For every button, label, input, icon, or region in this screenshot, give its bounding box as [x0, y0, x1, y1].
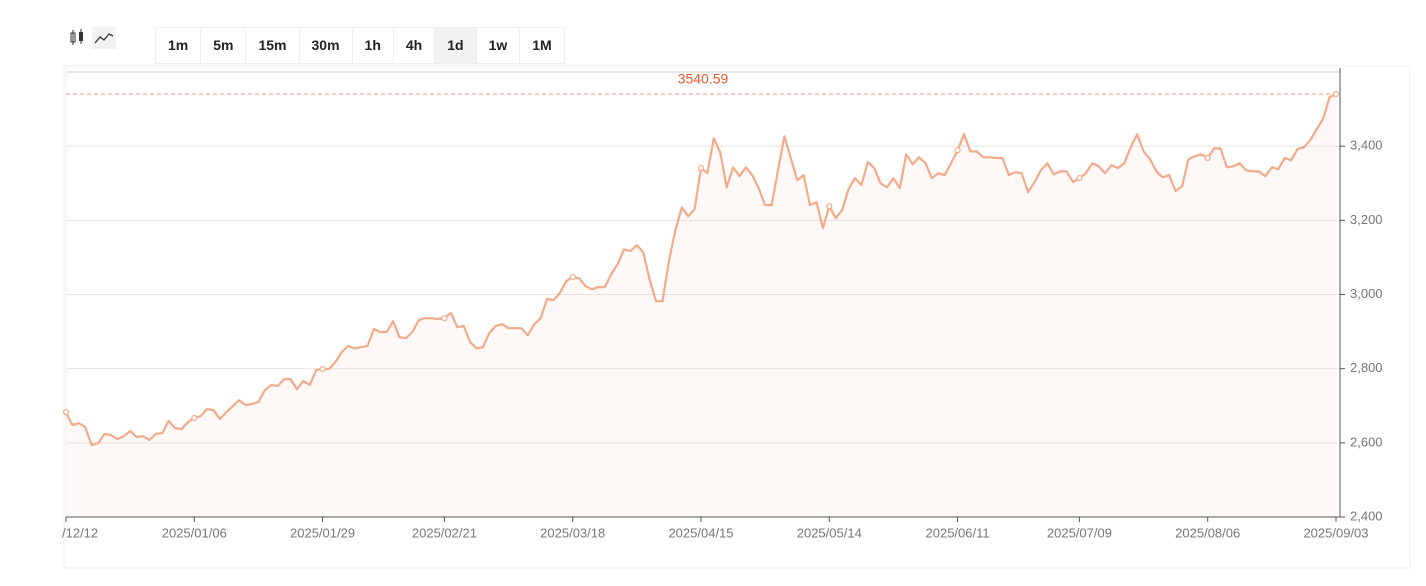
- interval-button[interactable]: 1h: [353, 28, 394, 63]
- point-marker: [319, 365, 326, 373]
- x-tick-label: 2025/02/21: [412, 525, 477, 540]
- y-tick-label: 2,800: [1350, 360, 1383, 375]
- x-tick-label: 2025/01/06: [162, 525, 227, 540]
- x-tick-label: 2025/04/15: [668, 525, 733, 540]
- point-marker: [697, 164, 705, 172]
- chart-type-switch: [66, 27, 116, 49]
- interval-button[interactable]: 5m: [201, 28, 247, 63]
- interval-button[interactable]: 1d: [435, 28, 477, 63]
- y-tick-label: 2,600: [1350, 434, 1383, 449]
- y-tick-label: 3,000: [1350, 286, 1383, 301]
- y-tick-label: 2,400: [1350, 508, 1383, 523]
- area-fill: [66, 94, 1336, 517]
- interval-button[interactable]: 4h: [394, 28, 436, 63]
- x-tick-label: 2025/05/14: [797, 525, 862, 540]
- line-icon[interactable]: [92, 27, 116, 49]
- point-marker: [191, 414, 198, 422]
- interval-toolbar: 1m 5m 15m 30m 1h 4h 1d 1w 1M: [155, 27, 565, 64]
- point-marker: [826, 203, 833, 210]
- interval-button[interactable]: 1m: [156, 28, 202, 63]
- chart-frame: [63, 65, 1411, 569]
- y-tick-label: 3,200: [1350, 212, 1383, 227]
- point-marker: [954, 147, 961, 154]
- point-marker: [1076, 174, 1083, 182]
- y-tick-label: 3,400: [1350, 138, 1383, 153]
- point-marker: [1332, 90, 1340, 98]
- point-marker: [441, 315, 448, 322]
- point-marker: [1204, 154, 1211, 162]
- x-tick-label: 2025/06/11: [926, 525, 990, 540]
- candle-icon[interactable]: [66, 27, 88, 49]
- point-marker: [62, 408, 70, 416]
- interval-button[interactable]: 1w: [477, 28, 521, 63]
- point-marker: [569, 273, 576, 281]
- x-tick-label: /12/12: [62, 525, 98, 540]
- x-tick-label: 2025/03/18: [540, 525, 605, 540]
- last-price-label: 3540.59: [678, 71, 729, 87]
- interval-button[interactable]: 1M: [532, 37, 552, 53]
- interval-button[interactable]: 15m: [246, 28, 300, 63]
- x-tick-label: 2025/09/03: [1303, 525, 1368, 540]
- interval-button[interactable]: 30m: [300, 28, 353, 63]
- x-tick-label: 2025/07/09: [1047, 525, 1112, 540]
- x-tick-label: 2025/08/06: [1175, 525, 1240, 540]
- x-tick-label: 2025/01/29: [290, 525, 355, 540]
